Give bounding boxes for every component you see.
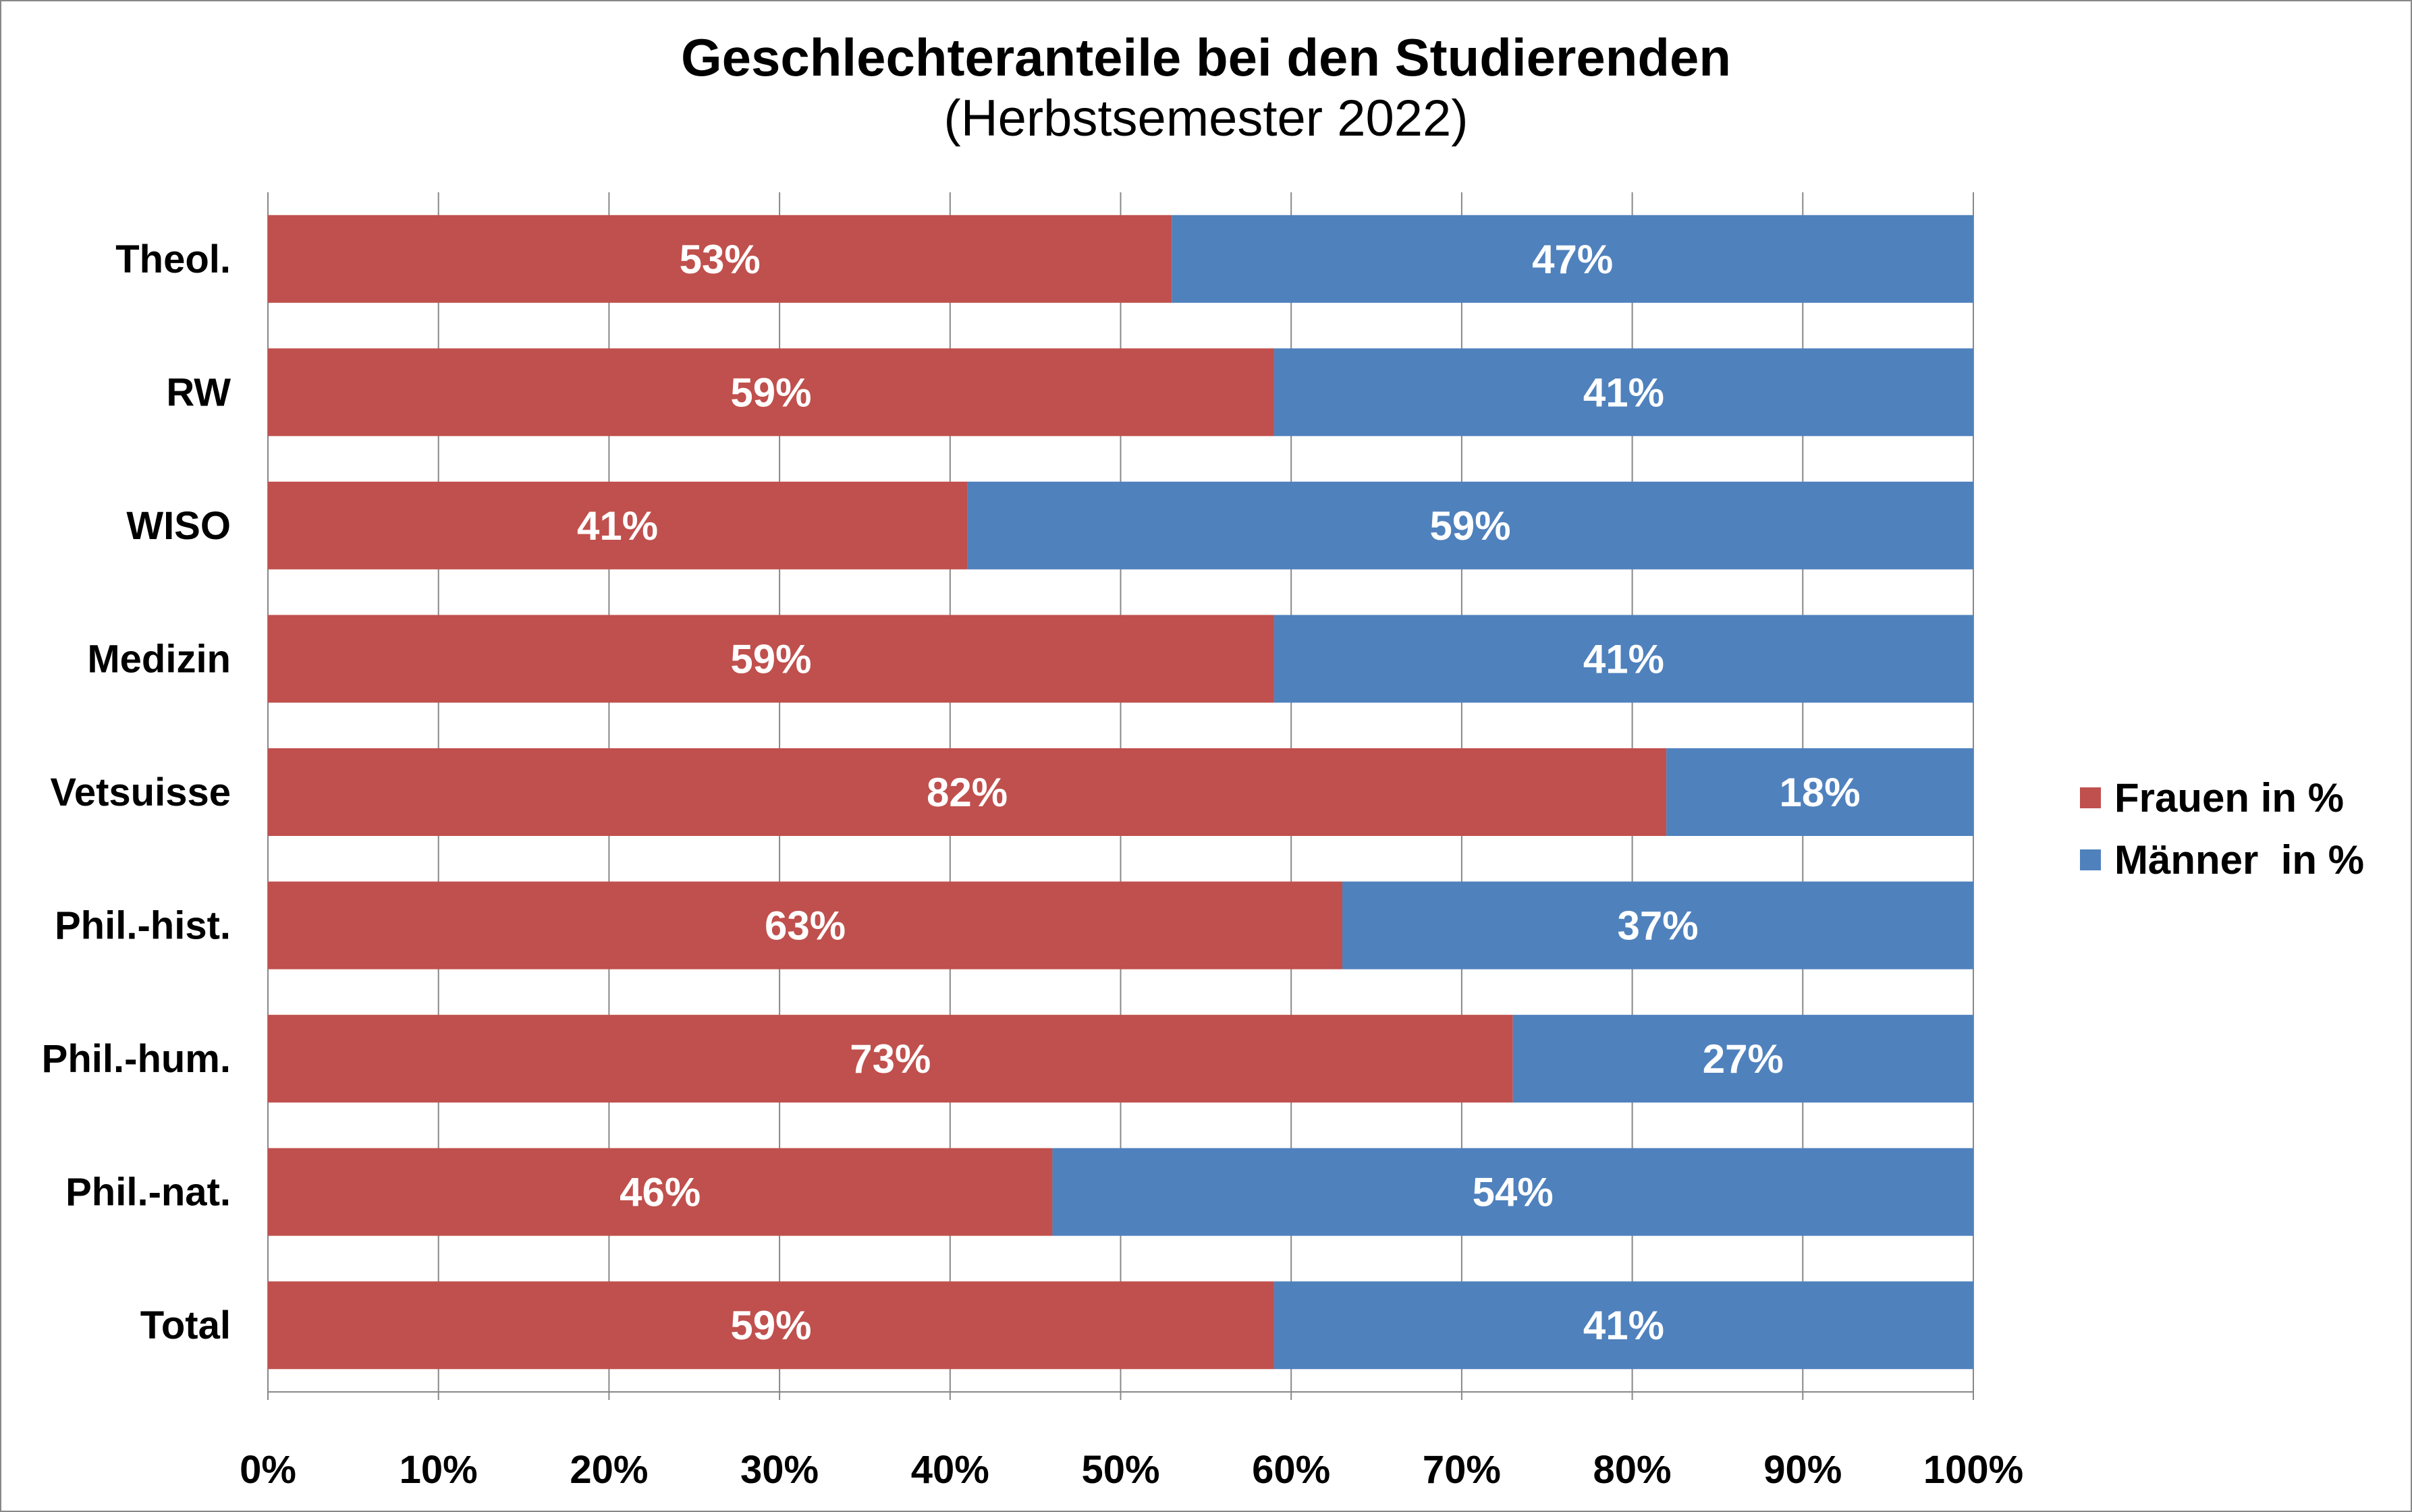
x-tick-label: 30% — [740, 1448, 819, 1492]
data-label: 73% — [850, 1036, 931, 1082]
x-tick-label: 0% — [240, 1448, 296, 1492]
data-label: 41% — [1583, 636, 1664, 681]
data-label: 54% — [1473, 1170, 1554, 1215]
x-tick-label: 20% — [570, 1448, 648, 1492]
bar-frauen — [268, 748, 1667, 836]
data-label: 59% — [730, 370, 811, 415]
x-tick-label: 70% — [1423, 1448, 1501, 1492]
legend-label-frauen: Frauen in % — [2114, 775, 2345, 820]
bar-maenner — [1342, 881, 1973, 970]
bar-frauen — [268, 215, 1172, 303]
bar-frauen — [268, 1148, 1053, 1236]
x-tick-label: 50% — [1081, 1448, 1159, 1492]
category-label: Phil.-hum. — [42, 1037, 231, 1081]
data-label: 59% — [730, 636, 811, 681]
legend-item-maenner: Männer in % — [2080, 837, 2364, 883]
bar-maenner — [967, 481, 1973, 569]
x-tick-label: 80% — [1593, 1448, 1672, 1492]
data-label: 41% — [1583, 370, 1664, 415]
data-label: 53% — [680, 237, 761, 282]
legend-swatch-frauen — [2080, 787, 2101, 808]
category-label: Phil.-nat. — [65, 1171, 231, 1214]
bar-frauen — [268, 348, 1274, 437]
data-label: 41% — [577, 503, 658, 549]
x-tick-label: 100% — [1923, 1448, 2023, 1492]
bar-frauen — [268, 881, 1343, 970]
category-label: Phil.-hist. — [55, 904, 231, 948]
data-label: 18% — [1780, 770, 1861, 815]
chart-title: Geschlechteranteile bei den Studierenden — [680, 28, 1732, 87]
data-label: 59% — [1429, 503, 1510, 549]
category-label: Vetsuisse — [50, 771, 231, 814]
category-label: Total — [140, 1304, 231, 1347]
bar-maenner — [1052, 1148, 1973, 1236]
category-label: WISO — [126, 504, 231, 548]
legend-item-frauen: Frauen in % — [2080, 775, 2344, 821]
bar-frauen — [268, 1281, 1274, 1370]
x-tick-label: 60% — [1252, 1448, 1330, 1492]
data-label: 59% — [730, 1303, 811, 1348]
bar-frauen — [268, 481, 968, 569]
x-tick-label: 90% — [1763, 1448, 1842, 1492]
legend-swatch-maenner — [2080, 849, 2101, 870]
bar-frauen — [268, 1015, 1513, 1103]
data-label: 37% — [1617, 903, 1698, 949]
bar-maenner — [1273, 1281, 1973, 1370]
bar-maenner — [1273, 348, 1973, 437]
data-label: 27% — [1703, 1036, 1784, 1082]
data-label: 82% — [927, 770, 1008, 815]
data-label: 46% — [620, 1170, 701, 1215]
bar-maenner — [1172, 215, 1973, 303]
data-label: 63% — [765, 903, 846, 949]
bar-maenner — [1512, 1015, 1973, 1103]
bar-maenner — [1273, 615, 1973, 703]
legend-label-maenner: Männer in % — [2114, 837, 2365, 883]
category-label: RW — [166, 370, 231, 414]
bar-maenner — [1666, 748, 1973, 836]
x-tick-label: 10% — [400, 1448, 478, 1492]
bar-frauen — [268, 615, 1274, 703]
category-label: Theol. — [115, 237, 231, 281]
chart-subtitle: (Herbstsemester 2022) — [943, 90, 1469, 147]
data-label: 41% — [1583, 1303, 1664, 1348]
category-label: Medizin — [87, 637, 231, 681]
x-tick-label: 40% — [911, 1448, 989, 1492]
data-label: 47% — [1532, 237, 1613, 282]
